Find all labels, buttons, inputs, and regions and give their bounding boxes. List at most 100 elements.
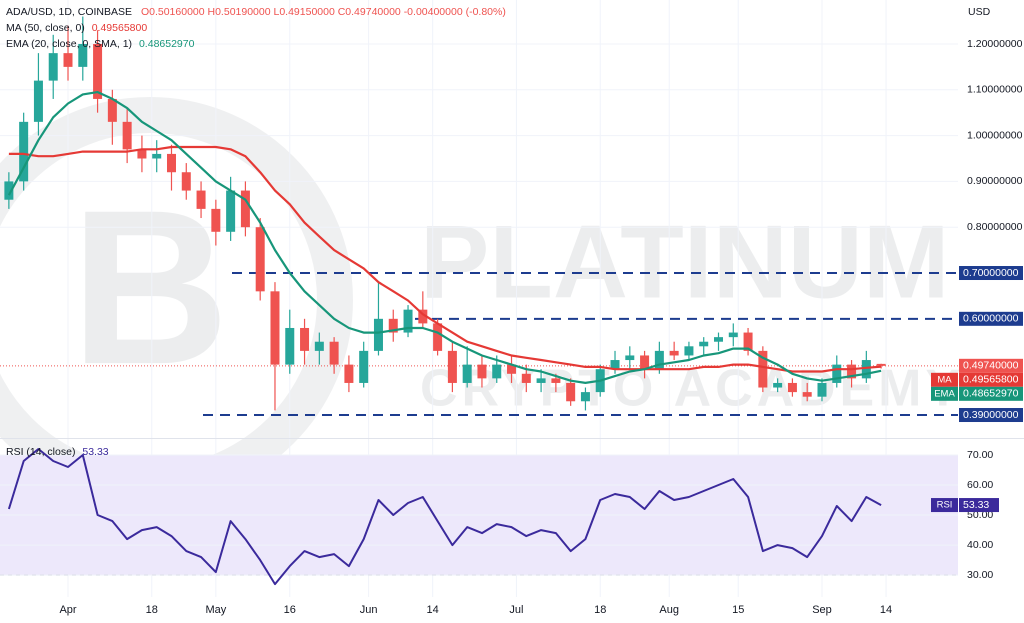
candle-body [566,382,576,402]
candle-body [551,378,561,383]
y-tick-label: 1.10000000 [967,84,1023,96]
series-line [7,448,882,586]
x-tick-label: 14 [427,604,439,616]
candle-body [329,341,339,365]
watermark-text: PLATINUM [420,204,950,320]
watermark-symbol: B [71,164,230,410]
x-tick-label: 18 [146,604,158,616]
candle-body [832,364,842,383]
candle-body [78,43,88,67]
legend-layer: ADA/USD, 1D, COINBASE O0.50160000 H0.501… [6,6,991,458]
candle-body [152,153,162,159]
candle-body [654,350,664,370]
y-tick-label: 0.90000000 [967,175,1023,187]
ema-value: 0.48652970 [139,38,195,50]
series-name-box [931,498,958,513]
candle-body [492,364,502,379]
ohlc-text: O0.50160000 H0.50190000 L0.49150000 C0.4… [141,6,506,18]
series-short-name: EMA [934,388,955,399]
y-tick-label: 40.00 [967,539,993,551]
candle-body [181,172,191,191]
candle-body [714,337,723,342]
series-value-box [959,498,999,513]
last-price-box [959,358,1023,373]
ema-name: EMA (20, close, 0, SMA, 1) [6,38,132,50]
candle-body [418,309,428,324]
candle-body [137,149,147,159]
level-label-box [959,311,1023,326]
last-price-label: 0.49740000 [963,360,1019,372]
series-value-label: 0.48652970 [963,388,1019,400]
ma-legend: MA (50, close, 0) 0.49565800 [6,22,147,34]
rsi-name: RSI (14, close) [6,446,75,458]
rsi-value: 53.33 [82,446,108,458]
x-tick-label: Aug [659,604,679,616]
candle-body [640,355,650,370]
candle-body [48,53,58,81]
y-tick-label: 30.00 [967,569,993,581]
candle-body [507,364,517,374]
candle-body [847,364,857,379]
candle-body [107,98,117,122]
series-value-box [959,372,1023,387]
candle-body [166,153,176,173]
candle-body [93,43,103,99]
series-value-label: 0.49565800 [963,374,1019,386]
candle-body [359,350,369,383]
candle-body [226,190,236,232]
candle-body [211,208,221,232]
candle-body [462,364,472,383]
x-tick-label: 14 [880,604,892,616]
x-tick-label: May [205,604,226,616]
x-tick-label: 15 [732,604,744,616]
candle-body [433,323,443,351]
candle-body [4,181,14,200]
x-tick-label: 18 [594,604,606,616]
candle-body [196,190,206,209]
rsi-legend: RSI (14, close) 53.33 [6,446,109,458]
series-name: RSI [937,500,953,511]
candle-body [699,341,709,347]
x-tick-label: 16 [284,604,296,616]
series-name-box [931,372,958,387]
candle-body [122,121,132,150]
candle-body [743,332,753,351]
candle-body [876,363,886,366]
ma-value: 0.49565800 [92,22,148,34]
level-label-box [959,408,1023,423]
y-tick-label: 70.00 [967,449,993,461]
series-value-box [959,386,1023,401]
level-label: 0.70000000 [963,267,1019,279]
y-tick-label: 1.20000000 [967,38,1023,50]
candle-body [255,227,265,292]
level-label: 0.60000000 [963,313,1019,325]
candle-body [33,80,43,122]
y-tick-label: 0.80000000 [967,221,1023,233]
candle-body [19,121,29,182]
candle-body [684,346,694,356]
candle-body [861,360,871,379]
series-line [8,145,882,373]
candle-body [373,318,383,351]
candle-body [270,291,280,365]
candle-body [521,373,531,383]
candle-body [817,382,827,397]
candle-body [773,382,783,388]
candle-body [728,332,738,338]
candle-body [285,327,295,365]
ma-name: MA (50, close, 0) [6,22,85,34]
currency-label: USD [968,6,991,18]
candle-body [669,350,679,356]
candle-body [314,341,324,351]
symbol-title: ADA/USD, 1D, COINBASE [6,6,132,18]
candle-body [625,355,635,361]
y-tick-label: 60.00 [967,479,993,491]
series-value-label: 53.33 [963,499,989,511]
candle-body [477,364,487,379]
x-tick-label: Sep [812,604,832,616]
y-tick-label: 1.00000000 [967,129,1023,141]
candle-body [447,350,457,383]
x-tick-label: Apr [59,604,76,616]
candle-body [610,360,620,370]
